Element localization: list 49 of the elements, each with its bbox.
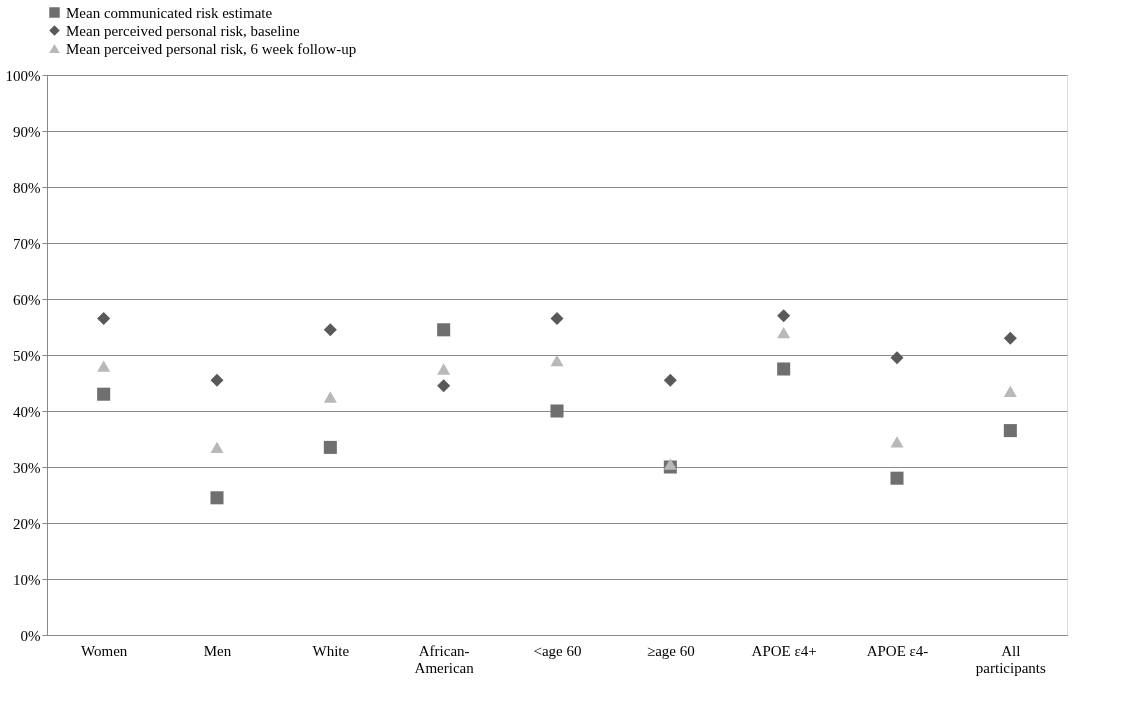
point xyxy=(890,351,904,365)
x-tick-label: APOE ε4+ xyxy=(751,642,817,659)
point xyxy=(1003,385,1017,398)
point xyxy=(663,458,677,470)
x-tick-label: White xyxy=(312,642,350,659)
y-tick-label: 30% xyxy=(13,459,41,476)
point xyxy=(777,309,791,323)
point xyxy=(437,363,451,375)
point xyxy=(323,391,337,403)
point xyxy=(777,326,791,339)
point xyxy=(323,440,337,454)
legend-label: Mean perceived personal risk, 6 week follow-up xyxy=(66,40,357,57)
y-tick-label: 90% xyxy=(13,123,41,140)
x-tick-label: APOE ε4- xyxy=(866,642,929,659)
y-tick-label: 20% xyxy=(13,515,41,532)
y-tick-label: 40% xyxy=(13,403,41,420)
x-tick-label: African- American xyxy=(414,642,475,676)
point xyxy=(97,312,111,326)
point xyxy=(1003,424,1017,438)
x-tick-label: ≥age 60 xyxy=(646,642,695,659)
point xyxy=(550,354,564,367)
point xyxy=(437,323,451,337)
legend-label: Mean communicated risk estimate xyxy=(66,4,273,21)
x-tick-label: <age 60 xyxy=(533,642,582,659)
x-tick-label: Men xyxy=(203,642,232,659)
point xyxy=(777,362,791,376)
y-tick-label: 10% xyxy=(13,571,41,588)
y-tick-label: 60% xyxy=(13,291,41,308)
x-tick-label: All participants xyxy=(975,642,1046,676)
y-tick-label: 0% xyxy=(20,627,41,644)
point xyxy=(210,491,224,505)
legend-label: Mean perceived personal risk, baseline xyxy=(66,22,300,39)
point xyxy=(97,360,111,372)
point xyxy=(1003,331,1017,345)
point xyxy=(97,387,111,401)
point xyxy=(890,436,904,448)
point xyxy=(437,379,451,393)
point xyxy=(210,441,224,454)
point xyxy=(890,471,904,485)
point xyxy=(550,404,564,418)
y-tick-label: 70% xyxy=(13,235,41,252)
point xyxy=(663,373,677,387)
point xyxy=(323,323,337,337)
y-tick-label: 100% xyxy=(5,67,41,84)
y-tick-label: 80% xyxy=(13,179,41,196)
point xyxy=(210,373,224,387)
point xyxy=(550,312,564,326)
x-tick-label: Women xyxy=(81,642,128,659)
y-tick-label: 50% xyxy=(13,347,41,364)
